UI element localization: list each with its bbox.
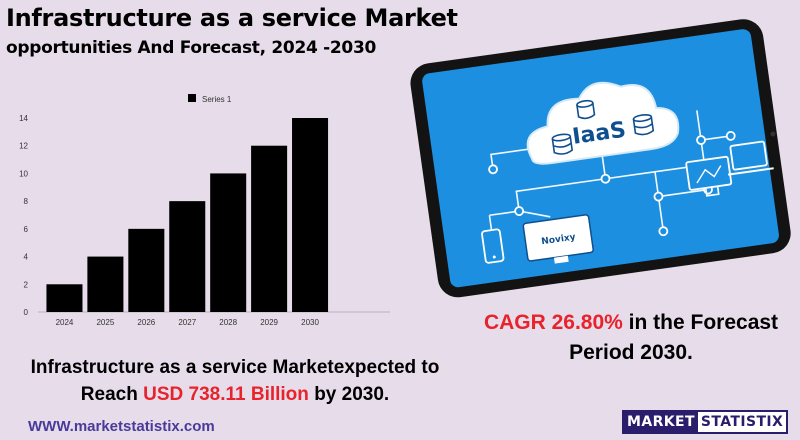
desktop-icon (685, 155, 733, 197)
cagr-value: CAGR 26.80% (483, 311, 623, 334)
market-forecast-statement: Infrastructure as a service Marketexpect… (0, 354, 470, 408)
cagr-text: in the Forecast (628, 311, 779, 334)
x-tick-label-2027: 2027 (178, 318, 196, 327)
legend-label: Series 1 (202, 95, 232, 104)
forecast-value: USD 738.11 Billion (143, 384, 309, 405)
legend-swatch (188, 94, 196, 102)
cagr-statement: CAGR 26.80% in the Forecast Period 2030. (462, 308, 800, 368)
logo-part-statistix: STATISTIX (697, 412, 787, 432)
phone-icon (481, 228, 505, 264)
y-tick-label: 4 (24, 253, 29, 262)
forecast-prefix: Reach (80, 384, 138, 405)
x-tick-label-2026: 2026 (137, 318, 155, 327)
cagr-period: Period 2030. (569, 341, 693, 364)
bar-2030 (292, 118, 329, 312)
cloud-icon: IaaS (526, 81, 680, 165)
chart-x-axis: 2024 2025 2026 2027 2028 2029 2030 (56, 318, 320, 327)
chart-legend: Series 1 (188, 94, 232, 104)
iaas-illustration: IaaS Novixy (402, 4, 800, 304)
forecast-suffix: by 2030. (314, 384, 390, 405)
bar-2026 (128, 228, 165, 312)
laptop-icon (727, 140, 774, 176)
chart-bars (46, 118, 329, 312)
y-tick-label: 0 (24, 308, 29, 317)
x-tick-label-2028: 2028 (219, 318, 237, 327)
page-title: Infrastructure as a service Market (6, 4, 458, 32)
bar-2029 (251, 145, 288, 312)
x-tick-label-2030: 2030 (301, 318, 319, 327)
market-statistix-logo: MARKET STATISTIX (622, 410, 789, 434)
x-tick-label-2025: 2025 (96, 318, 114, 327)
monitor-icon: Novixy (522, 214, 594, 264)
x-tick-label-2029: 2029 (260, 318, 278, 327)
logo-part-market: MARKET (624, 412, 698, 432)
bar-2024 (46, 284, 83, 312)
forecast-line1: Infrastructure as a service Marketexpect… (30, 357, 440, 378)
tablet-screen (422, 29, 779, 288)
bar-2027 (169, 201, 206, 312)
y-tick-label: 8 (24, 197, 29, 206)
website-link[interactable]: WWW.marketstatistix.com (28, 418, 215, 435)
y-tick-label: 10 (19, 169, 28, 178)
database-icon (551, 99, 655, 155)
y-tick-label: 2 (24, 280, 29, 289)
network-lines-icon (488, 110, 731, 236)
y-tick-label: 12 (19, 142, 28, 151)
y-tick-label: 6 (24, 225, 29, 234)
bar-2025 (87, 256, 124, 312)
y-tick-label: 14 (19, 114, 28, 123)
x-tick-label-2024: 2024 (56, 318, 74, 327)
brand-label: Novixy (541, 233, 577, 248)
page-subtitle: opportunities And Forecast, 2024 -2030 (6, 38, 376, 58)
bar-2028 (210, 173, 247, 312)
tablet-camera (770, 131, 776, 137)
